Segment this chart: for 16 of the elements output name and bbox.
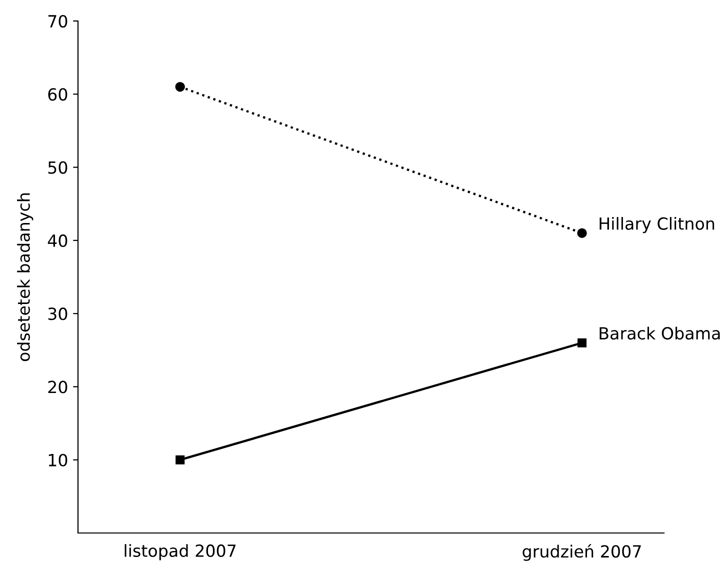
y-tick-label: 20 — [48, 380, 68, 394]
x-tick-label: listopad 2007 — [124, 544, 236, 560]
y-tick-label: 40 — [48, 234, 68, 247]
point — [176, 455, 185, 464]
series-label: Barack Obama — [600, 326, 720, 340]
series-label: Hillary Clitnon — [600, 216, 714, 234]
y-tick-label: 30 — [48, 308, 68, 320]
point — [175, 82, 185, 92]
x-tick-label: grudzień 2007 — [522, 544, 641, 561]
point — [577, 338, 587, 348]
y-tick-label: 70 — [48, 14, 68, 28]
y-tick-label: 10 — [48, 454, 68, 466]
point — [577, 228, 587, 238]
y-axis-title: odsetetek badanych — [17, 193, 34, 362]
y-tick-label: 50 — [48, 161, 68, 174]
y-tick-label: 60 — [48, 88, 68, 101]
